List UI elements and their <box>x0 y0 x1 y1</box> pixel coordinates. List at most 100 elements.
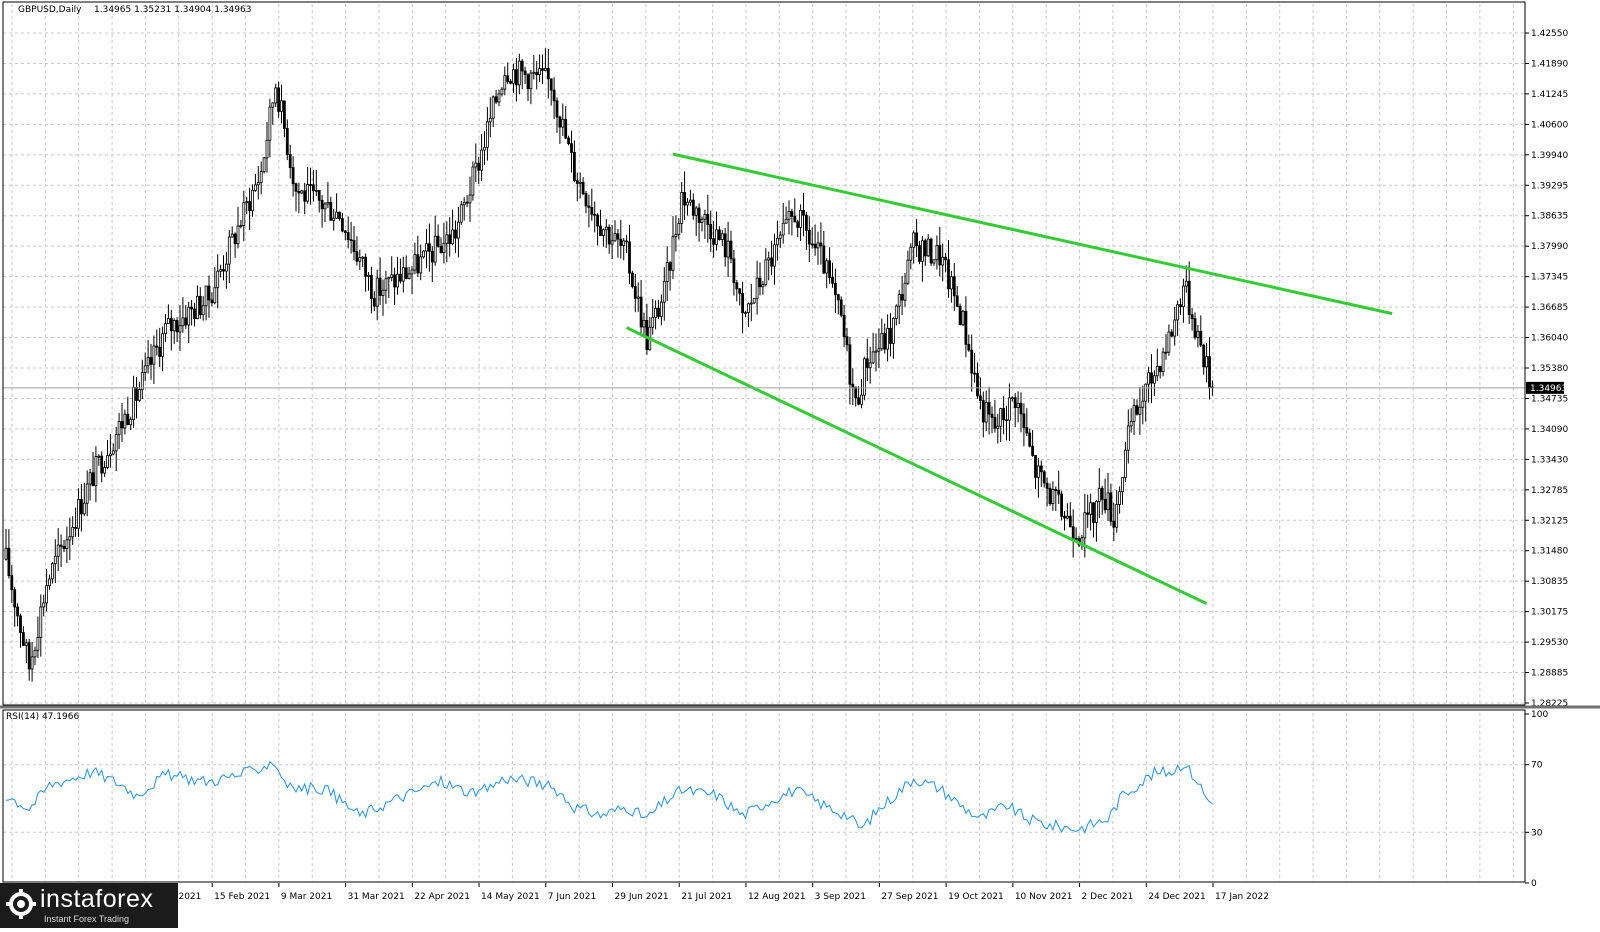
candle-body <box>825 260 829 274</box>
candle-body <box>918 245 921 262</box>
price-tick-label: 1.36040 <box>1531 334 1568 344</box>
candle-body <box>187 306 191 326</box>
candle-body <box>979 395 982 401</box>
candle-body <box>636 296 640 299</box>
candle-body <box>1054 489 1058 491</box>
candle-body <box>48 578 51 587</box>
candle-body <box>454 229 457 239</box>
candle-body <box>251 189 254 212</box>
time-tick-label: 19 Oct 2021 <box>948 892 1004 902</box>
candle-body <box>294 183 298 192</box>
candle-body <box>1129 420 1133 427</box>
candle-body <box>448 234 452 245</box>
candle-body <box>364 256 368 277</box>
candle-body <box>1074 537 1078 540</box>
candle-body <box>848 344 852 385</box>
candle-body <box>111 450 115 455</box>
candle-body <box>262 157 266 173</box>
candle-body <box>1100 487 1104 500</box>
candle-body <box>152 345 156 365</box>
candle-body <box>567 137 570 145</box>
price-tick-label: 1.42550 <box>1531 29 1568 39</box>
candle-body <box>491 96 495 119</box>
candle-body <box>506 75 510 82</box>
candle-body <box>593 213 597 216</box>
candle-body <box>1002 408 1005 421</box>
candle-body <box>248 201 252 212</box>
time-tick-label: 17 Jan 2022 <box>1215 892 1269 902</box>
candle-body <box>828 260 831 278</box>
candle-body <box>718 229 721 240</box>
candle-body <box>227 236 231 265</box>
candle-body <box>564 118 568 139</box>
candle-body <box>149 357 153 365</box>
candle-body <box>77 499 80 529</box>
candle-body <box>944 256 947 261</box>
candle-body <box>1057 489 1061 495</box>
candle-body <box>24 642 28 646</box>
candle-body <box>1008 397 1011 421</box>
candle-body <box>886 327 889 350</box>
candle-body <box>126 413 130 426</box>
price-tick-label: 1.34090 <box>1531 425 1568 435</box>
candle-body <box>413 254 417 271</box>
candle-body <box>88 472 92 485</box>
candle-body <box>10 575 14 591</box>
time-tick-label: 12 Aug 2021 <box>748 892 806 902</box>
candle-body <box>1048 487 1052 505</box>
candle-body <box>915 232 918 246</box>
candle-body <box>810 243 814 246</box>
brand-logo: instaforex Instant Forex Trading <box>0 883 178 928</box>
time-tick-label: 24 Dec 2021 <box>1148 892 1206 902</box>
candle-body <box>184 317 188 326</box>
rsi-tick-label: 100 <box>1531 710 1548 720</box>
rsi-line <box>5 760 1213 834</box>
candle-body <box>961 310 965 326</box>
candle-body <box>807 229 811 245</box>
candle-body <box>581 181 585 195</box>
candle-body <box>610 240 614 245</box>
candle-body <box>680 192 684 224</box>
candle-body <box>16 606 20 617</box>
candle-body <box>868 362 872 369</box>
candle-body <box>625 240 628 243</box>
rsi-label: RSI(14) 47.1966 <box>6 712 79 722</box>
candle-body <box>535 71 539 76</box>
candle-body <box>190 306 194 310</box>
candle-body <box>288 154 292 168</box>
candle-body <box>889 327 892 344</box>
candle-body <box>181 317 185 327</box>
candle-body <box>300 190 304 194</box>
candle-body <box>1199 330 1203 346</box>
price-tick-label: 1.41890 <box>1531 59 1568 69</box>
candle-body <box>425 243 428 252</box>
time-tick-label: 27 Sep 2021 <box>881 892 938 902</box>
candle-body <box>233 233 237 245</box>
candle-body <box>468 194 472 204</box>
candle-body <box>544 67 547 71</box>
candle-body <box>198 295 202 316</box>
candle-body <box>1138 406 1142 415</box>
candle-body <box>311 184 315 192</box>
candle-body <box>787 211 791 220</box>
candle-body <box>62 546 66 549</box>
candle-body <box>732 258 736 284</box>
candle-body <box>1112 520 1116 528</box>
price-panel-frame <box>2 1 1526 706</box>
candle-body <box>575 180 579 184</box>
candle-body <box>355 251 359 262</box>
candle-body <box>657 307 660 317</box>
candle-body <box>793 215 797 223</box>
price-tick-label: 1.28225 <box>1531 699 1568 709</box>
candle-body <box>33 649 37 658</box>
candle-body <box>503 75 507 90</box>
logo-gear-icon <box>6 889 36 919</box>
candle-body <box>906 259 910 284</box>
candle-body <box>407 273 411 279</box>
candle-body <box>427 243 431 252</box>
candle-body <box>430 250 434 263</box>
candle-body <box>894 305 898 319</box>
candle-body <box>277 87 281 112</box>
candle-body <box>369 274 373 299</box>
candle-body <box>932 259 936 264</box>
